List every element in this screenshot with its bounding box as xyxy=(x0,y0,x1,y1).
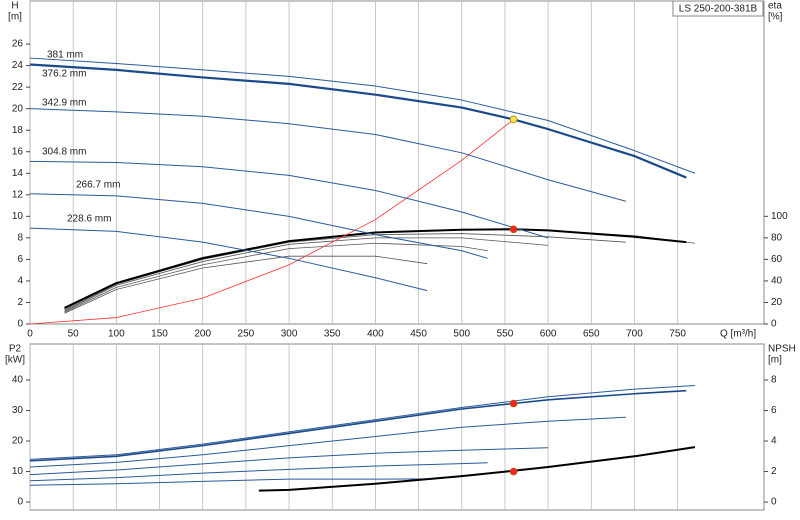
y-tick-label: 8 xyxy=(17,233,23,244)
plot-frame xyxy=(29,343,765,511)
x-tick-label: 700 xyxy=(626,329,643,340)
y2-axis-unit: [m] xyxy=(768,355,782,366)
x-tick-label: 550 xyxy=(497,329,514,340)
y-tick-label: 0 xyxy=(17,497,23,508)
y2-axis-label: NPSH xyxy=(768,344,796,355)
duty-point xyxy=(509,115,518,124)
curve xyxy=(64,255,428,314)
y-tick-label: 40 xyxy=(12,375,24,386)
x-tick-label: 300 xyxy=(281,329,298,340)
y2-tick-label: 100 xyxy=(771,211,788,222)
x-tick-label: 650 xyxy=(583,329,600,340)
curve xyxy=(29,57,696,174)
y-tick-label: 20 xyxy=(12,103,24,114)
y-tick-label: 30 xyxy=(12,405,24,416)
curve-label: 376.2 mm xyxy=(42,69,86,80)
y-axis-unit: [m] xyxy=(8,12,22,23)
x-tick-label: 0 xyxy=(27,329,33,340)
curve xyxy=(29,63,687,179)
x-tick-label: 350 xyxy=(324,329,341,340)
x-tick-label: 50 xyxy=(68,329,80,340)
y2-tick-label: 20 xyxy=(771,297,783,308)
curve xyxy=(64,228,687,309)
x-tick-label: 750 xyxy=(669,329,686,340)
x-tick-label: 500 xyxy=(453,329,470,340)
curve xyxy=(29,389,687,462)
curve-label: 304.8 mm xyxy=(42,147,86,158)
y2-axis-unit: [%] xyxy=(768,12,783,23)
y-tick-label: 14 xyxy=(12,168,24,179)
x-tick-label: 200 xyxy=(194,329,211,340)
x-tick-label: 150 xyxy=(151,329,168,340)
y2-tick-label: 4 xyxy=(771,436,777,447)
curve xyxy=(29,108,626,202)
curve-label: 266.7 mm xyxy=(76,180,120,191)
curve-label: 342.9 mm xyxy=(42,98,86,109)
y-tick-label: 10 xyxy=(12,211,24,222)
curve xyxy=(64,242,488,313)
y-axis-label: H xyxy=(11,1,18,12)
y-tick-label: 2 xyxy=(17,297,23,308)
plot-frame xyxy=(29,0,765,325)
duty-point xyxy=(509,399,518,408)
y2-tick-label: 2 xyxy=(771,466,777,477)
curve-label: 228.6 mm xyxy=(67,214,111,225)
title-box xyxy=(672,0,764,17)
curve xyxy=(29,462,488,482)
y-tick-label: 26 xyxy=(12,39,24,50)
y2-axis-label: eta xyxy=(768,1,782,12)
y-axis-label: P2 xyxy=(9,344,22,355)
curve xyxy=(258,446,696,492)
curve xyxy=(29,119,514,325)
y2-tick-label: 6 xyxy=(771,405,777,416)
x-tick-label: 400 xyxy=(367,329,384,340)
curve xyxy=(29,227,428,292)
y2-tick-label: 0 xyxy=(771,319,777,330)
y2-tick-label: 60 xyxy=(771,254,783,265)
curve xyxy=(29,385,695,460)
curve xyxy=(64,233,626,311)
curve xyxy=(29,193,488,259)
duty-point xyxy=(509,467,518,476)
x-tick-label: 100 xyxy=(108,329,125,340)
y-tick-label: 4 xyxy=(17,276,23,287)
y-tick-label: 20 xyxy=(12,436,24,447)
y2-tick-label: 8 xyxy=(771,375,777,386)
y-tick-label: 12 xyxy=(12,189,24,200)
y-tick-label: 18 xyxy=(12,125,24,136)
curve xyxy=(29,416,626,468)
chart-title: LS 250-200-381B xyxy=(679,4,758,15)
y-tick-label: 10 xyxy=(12,466,24,477)
y-axis-unit: [kW] xyxy=(5,355,25,366)
curve xyxy=(29,478,428,486)
duty-point xyxy=(509,225,518,234)
x-tick-label: 250 xyxy=(238,329,255,340)
y2-tick-label: 40 xyxy=(771,276,783,287)
y-tick-label: 16 xyxy=(12,146,24,157)
y-tick-label: 22 xyxy=(12,82,24,93)
curve xyxy=(29,447,549,476)
x-axis-label: Q [m³/h] xyxy=(720,329,756,340)
y-tick-label: 0 xyxy=(17,319,23,330)
y2-tick-label: 0 xyxy=(771,497,777,508)
y-tick-label: 24 xyxy=(12,60,24,71)
y-tick-label: 6 xyxy=(17,254,23,265)
curve-label: 381 mm xyxy=(47,50,83,61)
y2-tick-label: 80 xyxy=(771,233,783,244)
x-tick-label: 450 xyxy=(410,329,427,340)
x-tick-label: 600 xyxy=(540,329,557,340)
curve xyxy=(64,237,549,312)
curve xyxy=(29,160,549,239)
